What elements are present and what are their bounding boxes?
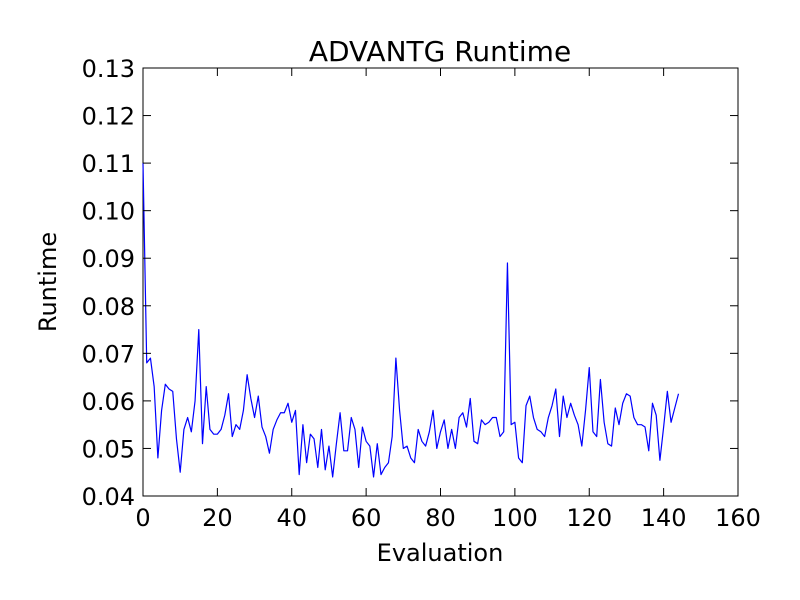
y-axis-label: Runtime: [34, 232, 62, 332]
y-tick-label: 0.04: [82, 483, 135, 511]
series-line: [142, 163, 680, 478]
y-tick-label: 0.12: [82, 103, 135, 131]
ticks-layer: [142, 67, 739, 497]
x-tick-label: 0: [135, 504, 150, 532]
x-tick-label: 160: [715, 504, 761, 532]
y-tick-label: 0.05: [82, 435, 135, 463]
x-tick-label: 80: [425, 504, 456, 532]
y-tick-label: 0.11: [82, 150, 135, 178]
y-tick-label: 0.10: [82, 198, 135, 226]
x-tick-labels: 0 20 40 60 80 100 120 140 160: [135, 504, 761, 532]
x-tick-label: 140: [641, 504, 687, 532]
y-tick-label: 0.09: [82, 245, 135, 273]
series-layer: [142, 163, 680, 478]
chart-title: ADVANTG Runtime: [309, 35, 571, 68]
x-tick-label: 60: [351, 504, 382, 532]
x-tick-label: 120: [566, 504, 612, 532]
x-axis-label: Evaluation: [377, 539, 504, 567]
y-tick-label: 0.07: [82, 340, 135, 368]
y-tick-label: 0.08: [82, 293, 135, 321]
x-tick-label: 20: [202, 504, 233, 532]
x-tick-label: 100: [492, 504, 538, 532]
x-tick-label: 40: [276, 504, 307, 532]
y-tick-label: 0.06: [82, 388, 135, 416]
y-tick-label: 0.13: [82, 55, 135, 83]
y-tick-labels: 0.04 0.05 0.06 0.07 0.08 0.09 0.10 0.11 0.12 0.13: [82, 55, 135, 511]
